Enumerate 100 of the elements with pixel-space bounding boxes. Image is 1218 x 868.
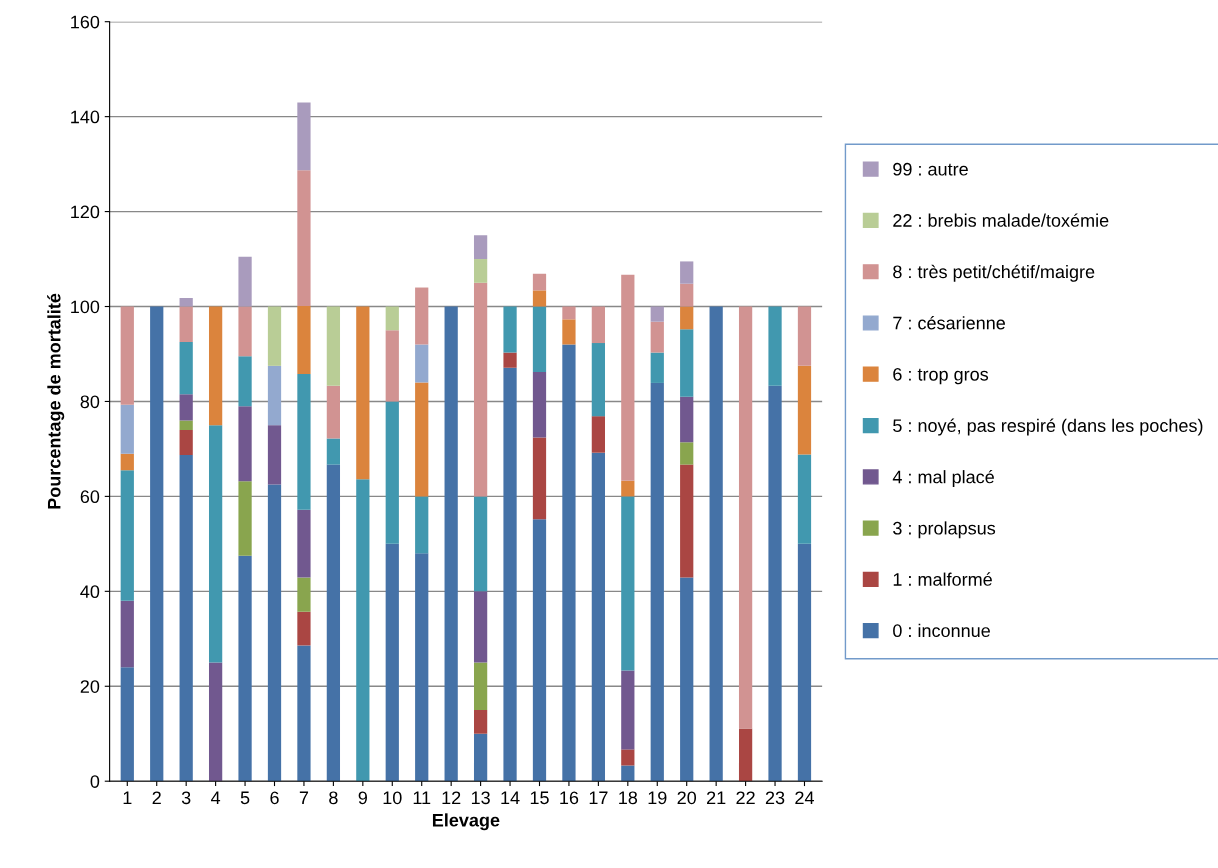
bar xyxy=(179,455,193,782)
x-tick-label: 3 xyxy=(181,791,191,805)
bar xyxy=(120,453,134,471)
bar xyxy=(768,306,782,386)
bar xyxy=(503,352,517,368)
bar xyxy=(532,273,547,291)
bar xyxy=(297,306,311,374)
bar xyxy=(297,509,311,578)
legend-label: 1 : malformé xyxy=(893,572,992,586)
bar xyxy=(208,425,223,663)
bar xyxy=(415,496,429,554)
bar xyxy=(208,662,223,782)
bar xyxy=(680,306,694,330)
bar xyxy=(415,382,429,497)
bar xyxy=(267,365,282,426)
bar xyxy=(120,600,134,668)
bar xyxy=(179,306,193,343)
x-tick-label: 12 xyxy=(442,791,461,805)
bar xyxy=(415,344,429,383)
bar xyxy=(297,102,311,171)
y-tick-label: 80 xyxy=(80,395,100,409)
bar xyxy=(473,591,488,663)
x-tick-label: 24 xyxy=(795,791,814,805)
x-tick-label: 20 xyxy=(677,791,697,805)
bar xyxy=(120,306,134,405)
y-tick-label: 120 xyxy=(71,205,100,219)
bar xyxy=(680,464,694,578)
bar xyxy=(680,283,694,307)
bar xyxy=(415,287,429,345)
bar xyxy=(326,464,341,782)
y-tick-label: 60 xyxy=(80,490,100,504)
x-tick-label: 16 xyxy=(560,791,579,805)
bar xyxy=(709,306,723,782)
legend-label: 8 : très petit/chétif/maigre xyxy=(893,264,1095,282)
bar xyxy=(591,452,605,782)
bar xyxy=(473,662,488,710)
bar xyxy=(326,385,341,439)
y-tick-label: 140 xyxy=(71,110,100,124)
bar xyxy=(150,306,164,782)
bar xyxy=(238,555,252,782)
bar xyxy=(621,274,635,481)
bar xyxy=(650,382,664,782)
bar xyxy=(267,484,282,782)
y-tick-label: 40 xyxy=(80,585,100,599)
bar xyxy=(680,329,694,397)
bar xyxy=(179,420,193,430)
bar xyxy=(385,401,399,544)
bar xyxy=(621,765,635,782)
bar xyxy=(650,321,664,353)
bar xyxy=(179,342,193,395)
x-tick-label: 21 xyxy=(707,791,726,805)
bar xyxy=(797,306,812,366)
y-axis-title: Pourcentage de mortalité xyxy=(47,293,65,509)
x-tick-label: 11 xyxy=(413,791,431,805)
bar xyxy=(473,282,488,497)
x-tick-label: 7 xyxy=(299,791,309,805)
bar xyxy=(562,306,576,320)
x-tick-label: 23 xyxy=(765,791,785,805)
bar xyxy=(297,645,311,782)
bar xyxy=(621,480,635,497)
bar xyxy=(532,372,547,438)
bar xyxy=(120,404,134,454)
legend-label: 6 : trop gros xyxy=(893,367,989,385)
bar xyxy=(738,306,753,729)
x-tick-label: 4 xyxy=(211,791,221,805)
bar xyxy=(208,306,223,426)
bar xyxy=(621,670,635,750)
bar xyxy=(473,733,488,782)
x-tick-label: 10 xyxy=(383,791,402,805)
legend-label: 22 : brebis malade/toxémie xyxy=(893,213,1109,227)
x-tick-label: 8 xyxy=(329,791,338,805)
x-tick-label: 13 xyxy=(471,791,490,805)
bar xyxy=(473,235,488,260)
bar xyxy=(503,306,517,353)
bar xyxy=(120,470,134,601)
bar xyxy=(297,611,311,646)
bar xyxy=(532,437,547,520)
x-axis-title: Elevage xyxy=(432,813,500,831)
x-tick-label: 19 xyxy=(648,791,667,805)
bar xyxy=(326,306,341,386)
bar xyxy=(621,496,635,671)
bar xyxy=(297,577,311,612)
bar xyxy=(503,367,517,782)
bar xyxy=(356,479,370,782)
bar xyxy=(532,306,547,373)
bar xyxy=(591,343,605,417)
x-tick-label: 22 xyxy=(736,791,755,805)
x-tick-label: 17 xyxy=(589,791,608,805)
legend-label: 3 : prolapsus xyxy=(893,521,996,539)
bar xyxy=(797,543,812,782)
x-tick-label: 15 xyxy=(530,791,549,805)
bar xyxy=(650,306,664,322)
bar xyxy=(238,406,252,482)
bar xyxy=(238,256,252,307)
bar xyxy=(267,425,282,485)
y-tick-label: 0 xyxy=(90,775,100,788)
bar xyxy=(238,481,252,556)
x-tick-label: 14 xyxy=(501,791,520,805)
y-tick-label: 160 xyxy=(71,15,100,29)
legend-label: 7 : césarienne xyxy=(893,315,1005,330)
